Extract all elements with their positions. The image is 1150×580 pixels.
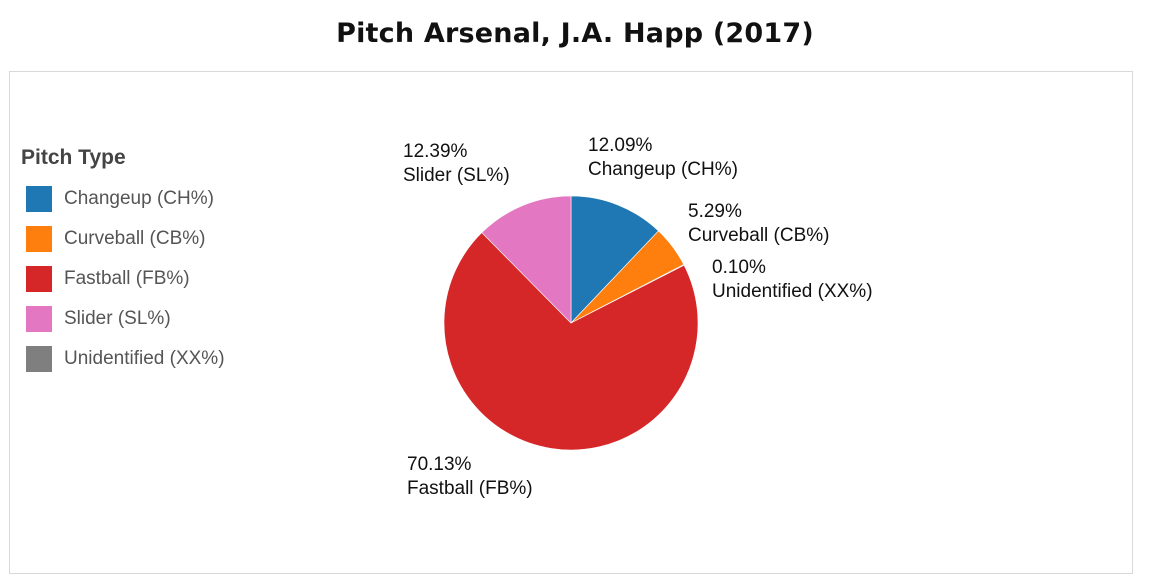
slice-label-curveball-cb: 5.29% Curveball (CB%) bbox=[688, 201, 829, 246]
chart-title: Pitch Arsenal, J.A. Happ (2017) bbox=[336, 18, 814, 49]
legend-item-unidentified-xx: Unidentified (XX%) bbox=[21, 339, 225, 379]
legend-swatch bbox=[26, 306, 52, 332]
slice-label-unidentified-xx: 0.10% Unidentified (XX%) bbox=[712, 257, 873, 302]
pie-slice-slider-sl bbox=[481, 195, 572, 324]
legend-item-fastball-fb: Fastball (FB%) bbox=[21, 259, 225, 299]
pie-slice-fastball-fb bbox=[443, 232, 699, 451]
slice-label-slider-sl: 12.39% Slider (SL%) bbox=[403, 141, 510, 186]
slice-label-value: 5.29% bbox=[688, 201, 742, 222]
slice-label-changeup-ch: 12.09% Changeup (CH%) bbox=[588, 135, 738, 180]
slice-label-name: Fastball (FB%) bbox=[407, 478, 533, 499]
pie-labels: 12.09% Changeup (CH%) 5.29% Curveball (CB%)… bbox=[403, 135, 873, 499]
slice-label-name: Unidentified (XX%) bbox=[712, 281, 873, 302]
pie-slice-changeup-ch bbox=[570, 195, 659, 324]
legend-item-curveball-cb: Curveball (CB%) bbox=[21, 219, 225, 259]
legend-label: Unidentified (XX%) bbox=[64, 348, 225, 369]
slice-label-name: Changeup (CH%) bbox=[588, 159, 738, 180]
legend-swatch bbox=[26, 266, 52, 292]
legend-item-changeup-ch: Changeup (CH%) bbox=[21, 179, 225, 219]
legend-items: Changeup (CH%) Curveball (CB%) Fastball (F… bbox=[21, 179, 225, 379]
legend-swatch bbox=[26, 346, 52, 372]
chart-frame bbox=[9, 71, 1133, 574]
legend-label: Fastball (FB%) bbox=[64, 268, 190, 289]
slice-label-value: 0.10% bbox=[712, 257, 766, 278]
slice-label-fastball-fb: 70.13% Fastball (FB%) bbox=[407, 454, 533, 499]
legend-swatch bbox=[26, 186, 52, 212]
slice-label-value: 12.39% bbox=[403, 141, 468, 162]
slice-label-value: 12.09% bbox=[588, 135, 653, 156]
legend-title: Pitch Type bbox=[21, 146, 126, 169]
slice-label-name: Slider (SL%) bbox=[403, 165, 510, 186]
legend-label: Curveball (CB%) bbox=[64, 228, 206, 249]
legend-label: Changeup (CH%) bbox=[64, 188, 214, 209]
legend-item-slider-sl: Slider (SL%) bbox=[21, 299, 225, 339]
pie-slices bbox=[443, 195, 699, 451]
legend-label: Slider (SL%) bbox=[64, 308, 171, 329]
slice-label-name: Curveball (CB%) bbox=[688, 225, 829, 246]
legend: Pitch Type Changeup (CH%) Curveball (CB%)… bbox=[21, 146, 225, 379]
slice-label-value: 70.13% bbox=[407, 454, 472, 475]
legend-swatch bbox=[26, 226, 52, 252]
